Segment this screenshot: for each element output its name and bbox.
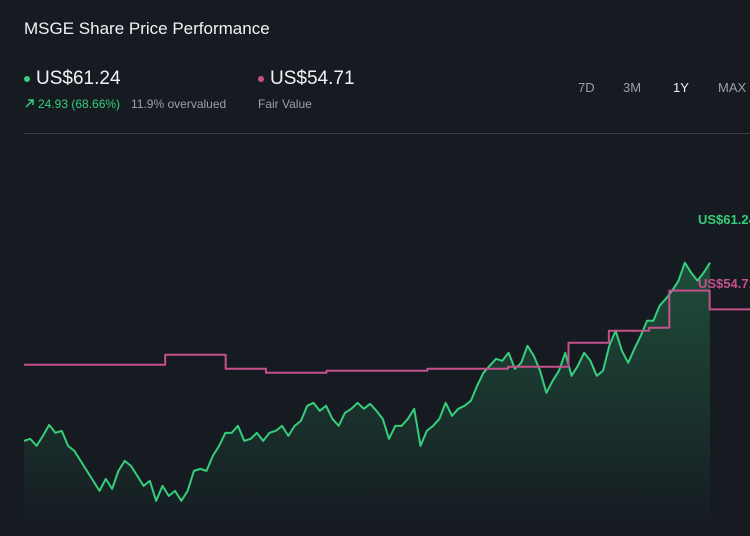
fair-value-line [24, 289, 750, 374]
range-tab[interactable]: MAX [718, 80, 747, 95]
price-dot [24, 76, 30, 82]
title: MSGE Share Price Performance [24, 19, 270, 38]
end-label: US$61.24 [698, 212, 750, 227]
end-label: US$54.71 [698, 276, 750, 291]
valuation: 11.9% overvalued [131, 97, 227, 111]
range-tab[interactable]: 7D [578, 80, 595, 95]
up-arrow [25, 99, 34, 108]
price: US$61.24 [36, 68, 121, 89]
range-tab[interactable]: 1Y [673, 80, 689, 95]
fair-value: US$54.71 [270, 68, 355, 89]
fair-dot [258, 76, 264, 82]
fair-value-label: Fair Value [258, 97, 312, 111]
price-area [24, 262, 710, 536]
price-line [23, 261, 711, 502]
divider [24, 133, 750, 134]
range-tab[interactable]: 3M [623, 80, 642, 95]
price-change: 24.93 (68.66%) [38, 97, 121, 111]
